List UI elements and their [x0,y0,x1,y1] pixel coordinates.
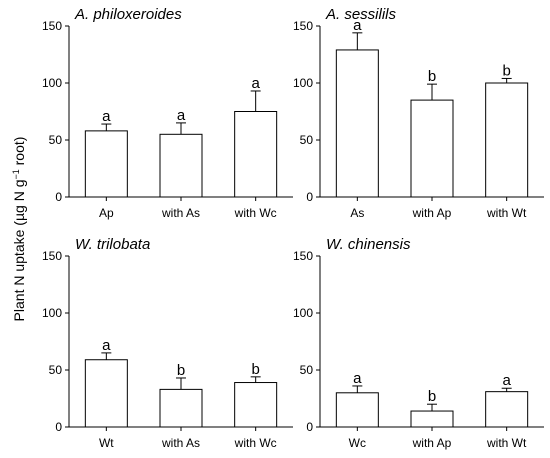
x-tick-label: with As [161,436,200,450]
panels: 0 50 100 150 A. philoxeroides Ap a with As a with… [42,6,544,450]
y-tick-label: 0 [306,420,313,434]
bar [335,392,379,428]
bar [159,388,203,428]
significance-letter: a [502,372,511,389]
x-tick-label: with Wc [234,206,277,220]
y-tick-label: 100 [42,76,62,90]
chart-panel-1: 0 50 100 150 A. philoxeroides Ap a with As a with… [42,6,293,220]
y-tick-label: 100 [293,76,313,90]
significance-letter: b [502,62,510,79]
y-axis-label-main: Plant N uptake (µg N g [11,180,27,322]
x-tick-label: As [350,206,364,220]
significance-letter: a [177,107,186,124]
significance-letter: a [102,108,111,125]
panel-title: W. trilobata [75,236,150,253]
bar [84,130,128,198]
panel-title: W. chinensis [326,236,411,253]
bar [485,82,529,198]
bar [410,410,454,428]
x-tick-label: with As [161,206,200,220]
significance-letter: a [102,337,111,354]
panel-title: A. sessilils [325,6,397,23]
chart-panel-2: 0 50 100 150 A. sessilils As a with Ap b with Wt b [293,6,544,220]
x-tick-label: with Wt [486,206,527,220]
x-tick-label: with Ap [412,436,452,450]
y-tick-label: 0 [306,190,313,204]
y-tick-label: 50 [300,363,314,377]
y-tick-label: 150 [293,249,313,263]
y-tick-label: 50 [300,133,314,147]
y-tick-label: 50 [49,133,63,147]
x-tick-label: with Wc [234,436,277,450]
y-tick-label: 50 [49,363,63,377]
significance-letter: a [251,75,260,92]
bar [410,99,454,198]
y-tick-label: 150 [42,249,62,263]
panel-title: A. philoxeroides [74,6,182,23]
y-tick-label: 150 [293,19,313,33]
significance-letter: b [428,388,436,405]
significance-letter: a [353,17,362,34]
x-tick-label: Wc [349,436,366,450]
bar [84,359,128,428]
bar [485,391,529,428]
y-axis-label-superscript: −1 [11,169,21,179]
significance-letter: a [353,370,362,387]
x-tick-label: Ap [99,206,114,220]
bar [159,133,203,198]
y-axis-label: Plant N uptake (µg N g−1 root) [11,137,27,322]
x-tick-label: with Wt [486,436,527,450]
x-tick-label: with Ap [412,206,452,220]
y-tick-label: 0 [55,420,62,434]
chart-panel-3: 0 50 100 150 W. trilobata Wt a with As b with Wc b [42,236,293,450]
significance-letter: b [428,68,436,85]
bar [335,49,379,198]
x-tick-label: Wt [99,436,114,450]
bar [234,111,278,198]
chart-panel-4: 0 50 100 150 W. chinensis Wc a with Ap b with Wt a [293,236,544,450]
y-axis-label-tail: root) [11,137,27,170]
y-tick-label: 0 [55,190,62,204]
significance-letter: b [251,361,259,378]
y-tick-label: 150 [42,19,62,33]
significance-letter: b [177,362,185,379]
y-tick-label: 100 [42,306,62,320]
bar [234,382,278,428]
y-tick-label: 100 [293,306,313,320]
